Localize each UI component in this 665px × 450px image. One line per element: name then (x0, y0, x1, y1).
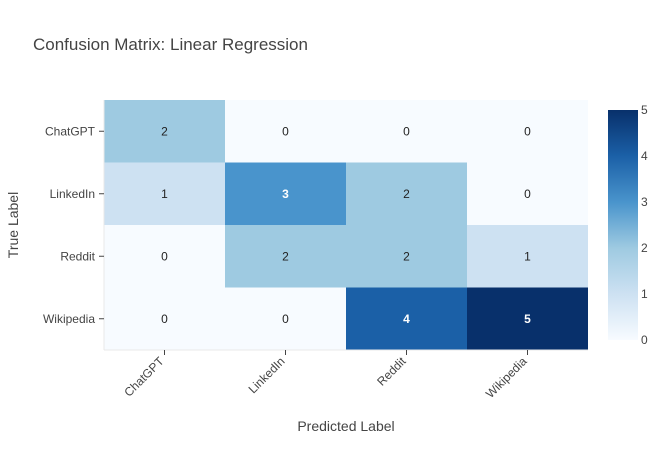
y-tick-label: Reddit (60, 249, 95, 263)
heatmap-cell (467, 287, 588, 350)
colorbar-ticks: 0 1 2 3 4 5 (641, 103, 648, 347)
heatmap-cell (346, 100, 467, 163)
heatmap-cells (104, 100, 588, 350)
colorbar-tick-label: 0 (641, 333, 648, 347)
heatmap-cell (225, 287, 346, 350)
x-tick-label: ChatGPT (121, 354, 167, 400)
cell-value-label: 0 (161, 312, 168, 326)
heatmap-cell (225, 225, 346, 288)
chart-title: Confusion Matrix: Linear Regression (33, 35, 308, 54)
x-axis-title: Predicted Label (297, 418, 394, 434)
heatmap-cell (104, 287, 225, 350)
cell-value-label: 4 (403, 312, 410, 326)
cell-value-label: 3 (282, 187, 289, 201)
heatmap-cell (346, 225, 467, 288)
y-tick-label: ChatGPT (45, 124, 96, 138)
heatmap-cell (104, 100, 225, 163)
colorbar (608, 110, 638, 340)
heatmap-cell (104, 225, 225, 288)
y-tick-label: Wikipedia (43, 312, 95, 326)
cell-value-label: 0 (524, 187, 531, 201)
heatmap-cell (467, 162, 588, 225)
cell-value-label: 0 (282, 124, 289, 138)
heatmap-cell (467, 225, 588, 288)
cell-value-label: 2 (161, 124, 168, 138)
cell-value-label: 0 (403, 124, 410, 138)
colorbar-tick-label: 5 (641, 103, 648, 117)
heatmap-cell (467, 100, 588, 163)
heatmap-cell (346, 162, 467, 225)
cell-value-label: 2 (282, 249, 289, 263)
x-axis: ChatGPT LinkedIn Reddit Wikipedia (104, 349, 588, 401)
cell-value-label: 1 (161, 187, 168, 201)
cell-value-label: 2 (403, 249, 410, 263)
heatmap-cell (104, 162, 225, 225)
cell-value-label: 5 (524, 312, 531, 326)
cell-value-label: 0 (161, 249, 168, 263)
heatmap-cell (346, 287, 467, 350)
x-tick-label: LinkedIn (246, 354, 288, 396)
colorbar-tick-label: 3 (641, 195, 648, 209)
x-tick-label: Reddit (374, 354, 409, 389)
y-tick-label: LinkedIn (50, 187, 95, 201)
colorbar-tick-label: 4 (641, 149, 648, 163)
cell-value-label: 2 (403, 187, 410, 201)
x-tick-label: Wikipedia (483, 354, 530, 401)
cell-value-label: 0 (524, 124, 531, 138)
colorbar-tick-label: 1 (641, 287, 648, 301)
heatmap-cell-labels: 2 0 0 0 1 3 2 0 0 2 2 1 0 0 4 5 (161, 124, 531, 326)
heatmap-cell (225, 162, 346, 225)
y-axis: ChatGPT LinkedIn Reddit Wikipedia (43, 100, 105, 350)
colorbar-tick-label: 2 (641, 241, 648, 255)
cell-value-label: 0 (282, 312, 289, 326)
y-axis-title: True Label (5, 192, 21, 258)
heatmap-cell (225, 100, 346, 163)
cell-value-label: 1 (524, 249, 531, 263)
